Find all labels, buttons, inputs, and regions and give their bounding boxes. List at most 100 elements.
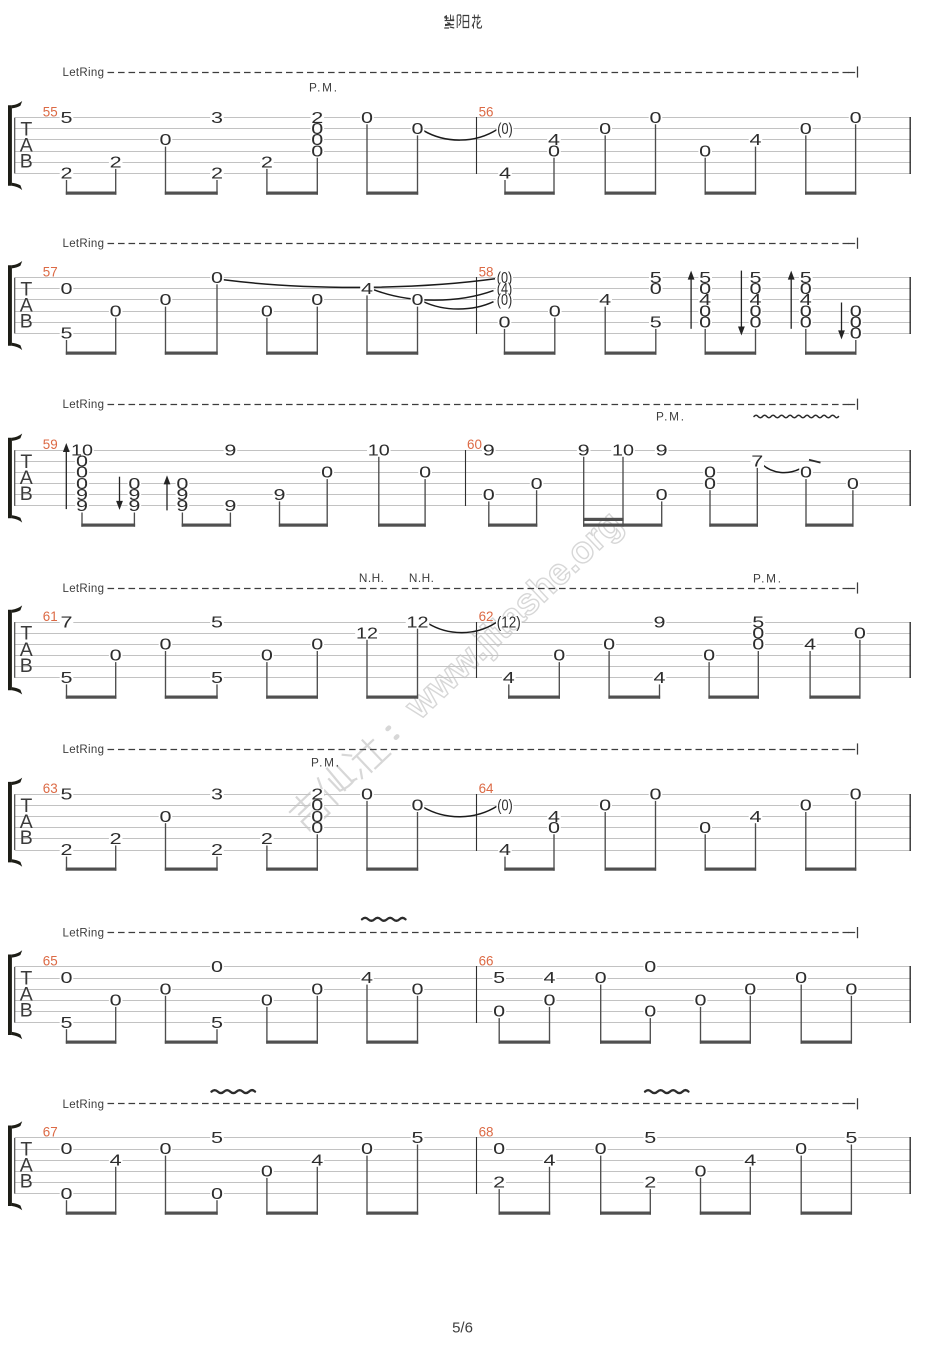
- svg-text:0: 0: [261, 993, 274, 1010]
- svg-text:2: 2: [211, 842, 223, 859]
- svg-text:0: 0: [531, 476, 544, 493]
- svg-text:2: 2: [61, 842, 73, 859]
- svg-text:5: 5: [211, 1130, 223, 1147]
- svg-text:A: A: [20, 467, 33, 489]
- svg-text:0: 0: [311, 809, 324, 826]
- svg-text:0: 0: [752, 625, 765, 642]
- svg-text:9: 9: [654, 614, 666, 631]
- svg-text:4: 4: [800, 292, 813, 309]
- svg-text:5: 5: [211, 670, 223, 687]
- svg-text:B: B: [20, 655, 33, 677]
- svg-text:0: 0: [61, 1186, 74, 1203]
- svg-text:0: 0: [412, 292, 425, 309]
- svg-text:(0): (0): [497, 270, 513, 287]
- svg-text:0: 0: [493, 1141, 506, 1158]
- svg-text:12: 12: [407, 614, 429, 631]
- svg-text:0: 0: [744, 981, 757, 998]
- svg-text:T: T: [20, 795, 32, 817]
- svg-text:0: 0: [160, 981, 173, 998]
- svg-text:9: 9: [656, 442, 668, 459]
- svg-text:LetRing: LetRing: [63, 399, 105, 411]
- svg-text:0: 0: [61, 1141, 74, 1158]
- svg-text:A: A: [20, 134, 33, 156]
- svg-text:0: 0: [361, 787, 374, 804]
- svg-text:0: 0: [361, 110, 374, 127]
- svg-text:0: 0: [548, 143, 561, 160]
- svg-text:0: 0: [412, 981, 425, 998]
- svg-text:2: 2: [110, 155, 122, 172]
- svg-text:0: 0: [76, 465, 89, 482]
- svg-text:LetRing: LetRing: [63, 1099, 105, 1111]
- svg-text:65: 65: [43, 954, 58, 969]
- svg-text:9: 9: [224, 442, 236, 459]
- svg-text:2: 2: [493, 1175, 505, 1192]
- svg-text:0: 0: [261, 648, 274, 665]
- svg-text:5: 5: [650, 270, 662, 287]
- svg-text:0: 0: [850, 303, 863, 320]
- svg-text:0: 0: [595, 970, 608, 987]
- svg-text:9: 9: [578, 442, 590, 459]
- svg-text:0: 0: [160, 132, 173, 149]
- svg-text:B: B: [20, 151, 33, 173]
- svg-text:2: 2: [110, 831, 122, 848]
- svg-text:0: 0: [699, 143, 712, 160]
- svg-text:0: 0: [699, 281, 712, 298]
- svg-text:5: 5: [61, 110, 73, 127]
- svg-text:A: A: [20, 1155, 33, 1177]
- svg-text:4: 4: [503, 670, 516, 687]
- svg-text:A: A: [20, 639, 33, 661]
- svg-text:0: 0: [412, 121, 425, 138]
- svg-text:5: 5: [412, 1130, 424, 1147]
- svg-text:55: 55: [43, 105, 58, 120]
- svg-text:0: 0: [549, 303, 562, 320]
- svg-text:4: 4: [544, 1152, 557, 1169]
- svg-text:0: 0: [160, 809, 173, 826]
- svg-text:0: 0: [76, 476, 89, 493]
- svg-text:9: 9: [76, 498, 88, 515]
- svg-text:5: 5: [211, 1015, 223, 1032]
- svg-text:0: 0: [160, 637, 173, 654]
- svg-text:0: 0: [311, 981, 324, 998]
- svg-text:0: 0: [493, 1004, 506, 1021]
- svg-text:A: A: [20, 984, 33, 1006]
- svg-text:T: T: [20, 623, 32, 645]
- svg-text:0: 0: [311, 132, 324, 149]
- svg-text:A: A: [20, 811, 33, 833]
- svg-text:LetRing: LetRing: [63, 583, 105, 595]
- svg-text:5: 5: [644, 1130, 656, 1147]
- svg-text:0: 0: [599, 798, 612, 815]
- svg-text:0: 0: [854, 625, 867, 642]
- svg-text:N.H.: N.H.: [409, 571, 434, 585]
- svg-text:0: 0: [548, 820, 561, 837]
- svg-text:4: 4: [499, 166, 512, 183]
- svg-text:LetRing: LetRing: [63, 928, 105, 940]
- svg-text:2: 2: [261, 831, 273, 848]
- svg-text:4: 4: [311, 1152, 324, 1169]
- svg-text:0: 0: [750, 281, 763, 298]
- svg-text:5: 5: [752, 614, 764, 631]
- svg-text:64: 64: [479, 781, 494, 796]
- svg-text:0: 0: [800, 465, 813, 482]
- svg-text:T: T: [20, 451, 32, 473]
- svg-text:0: 0: [695, 993, 708, 1010]
- svg-text:4: 4: [544, 970, 557, 987]
- svg-text:0: 0: [110, 993, 123, 1010]
- svg-text:4: 4: [750, 809, 763, 826]
- svg-text:P.M.: P.M.: [656, 410, 684, 424]
- svg-text:5: 5: [493, 970, 505, 987]
- svg-text:5: 5: [61, 326, 73, 343]
- svg-text:4: 4: [110, 1152, 123, 1169]
- svg-text:56: 56: [479, 105, 494, 120]
- svg-text:66: 66: [479, 954, 494, 969]
- svg-text:0: 0: [656, 487, 669, 504]
- svg-text:0: 0: [800, 303, 813, 320]
- svg-text:0: 0: [599, 121, 612, 138]
- svg-text:0: 0: [361, 1141, 374, 1158]
- svg-text:P.M.: P.M.: [753, 572, 781, 586]
- svg-text:0: 0: [695, 1164, 708, 1181]
- svg-text:9: 9: [224, 498, 236, 515]
- svg-text:4: 4: [750, 132, 763, 149]
- svg-text:T: T: [20, 1139, 32, 1161]
- svg-text:0: 0: [61, 281, 74, 298]
- svg-text:0: 0: [311, 121, 324, 138]
